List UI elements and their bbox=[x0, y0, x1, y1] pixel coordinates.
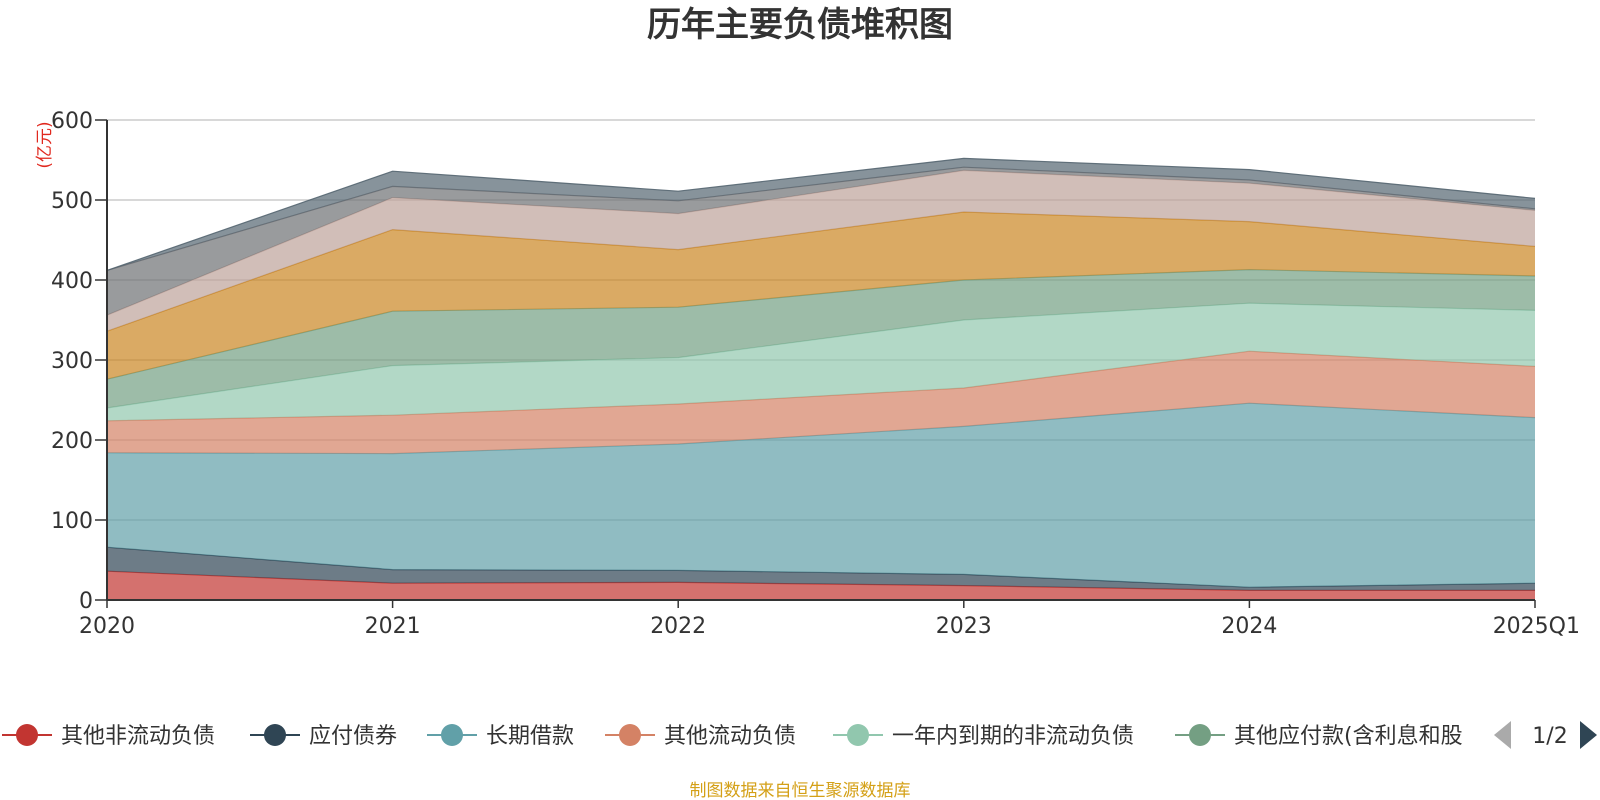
legend-prev-page-icon[interactable] bbox=[1494, 721, 1511, 749]
x-tick-label: 2024 bbox=[1221, 614, 1277, 639]
y-tick-label: 300 bbox=[51, 349, 93, 374]
data-source-note: 制图数据来自恒生聚源数据库 bbox=[690, 781, 911, 800]
x-tick-label: 2025Q1 bbox=[1493, 614, 1580, 639]
axes: 0 100 200 300 400 500 600 2020 2021 2022 2023 2024 2… bbox=[51, 109, 1580, 639]
legend-label: 应付债券 bbox=[309, 724, 397, 749]
legend-next-page-icon[interactable] bbox=[1580, 721, 1597, 749]
area-series-6 bbox=[107, 212, 1535, 380]
legend-label: 其他非流动负债 bbox=[61, 724, 215, 749]
area-series-9 bbox=[107, 158, 1535, 271]
area-series-3 bbox=[107, 351, 1535, 454]
legend-label: 其他应付款(含利息和股 bbox=[1234, 724, 1463, 749]
x-tick-label: 2023 bbox=[936, 614, 992, 639]
area-series-7 bbox=[107, 170, 1535, 332]
y-tick-label: 500 bbox=[51, 189, 93, 214]
legend-item[interactable]: 其他非流动负债 bbox=[2, 724, 215, 749]
y-tick-label: 600 bbox=[51, 109, 93, 134]
legend-marker-icon bbox=[264, 724, 286, 746]
legend-page-indicator: 1/2 bbox=[1532, 724, 1567, 749]
area-series-1 bbox=[107, 547, 1535, 591]
legend-label: 其他流动负债 bbox=[664, 724, 796, 749]
area-series bbox=[106, 157, 1536, 600]
x-tick-label: 2022 bbox=[650, 614, 706, 639]
legend-marker-icon bbox=[847, 724, 869, 746]
legend-marker-icon bbox=[1189, 724, 1211, 746]
area-series-5 bbox=[107, 269, 1535, 408]
y-axis-unit-label: (亿元) bbox=[35, 121, 55, 168]
legend-item[interactable]: 其他流动负债 bbox=[605, 724, 796, 749]
area-series-2 bbox=[107, 403, 1535, 588]
area-series-4 bbox=[107, 303, 1535, 421]
legend-label: 一年内到期的非流动负债 bbox=[892, 724, 1134, 749]
legend-label: 长期借款 bbox=[486, 724, 574, 749]
y-tick-label: 0 bbox=[79, 589, 93, 614]
y-tick-label: 400 bbox=[51, 269, 93, 294]
legend-marker-icon bbox=[441, 724, 463, 746]
legend-item[interactable]: 其他应付款(含利息和股 bbox=[1175, 724, 1463, 749]
area-series-line-9 bbox=[106, 157, 1536, 271]
chart-title: 历年主要负债堆积图 bbox=[647, 5, 953, 45]
legend-marker-icon bbox=[16, 724, 38, 746]
legend-item[interactable]: 一年内到期的非流动负债 bbox=[833, 724, 1134, 749]
legend-marker-icon bbox=[619, 724, 641, 746]
x-tick-label: 2020 bbox=[79, 614, 135, 639]
y-tick-label: 200 bbox=[51, 429, 93, 454]
x-tick-label: 2021 bbox=[365, 614, 421, 639]
area-series-0 bbox=[107, 571, 1535, 600]
legend-pager: 1/2 bbox=[1494, 721, 1597, 749]
legend-item[interactable]: 长期借款 bbox=[427, 724, 574, 749]
y-tick-label: 100 bbox=[51, 509, 93, 534]
legend-item[interactable]: 应付债券 bbox=[250, 724, 397, 749]
legend: 其他非流动负债 应付债券 长期借款 其他流动负债 一年内到期的非流动负债 其他应付款(含利… bbox=[2, 724, 1463, 749]
